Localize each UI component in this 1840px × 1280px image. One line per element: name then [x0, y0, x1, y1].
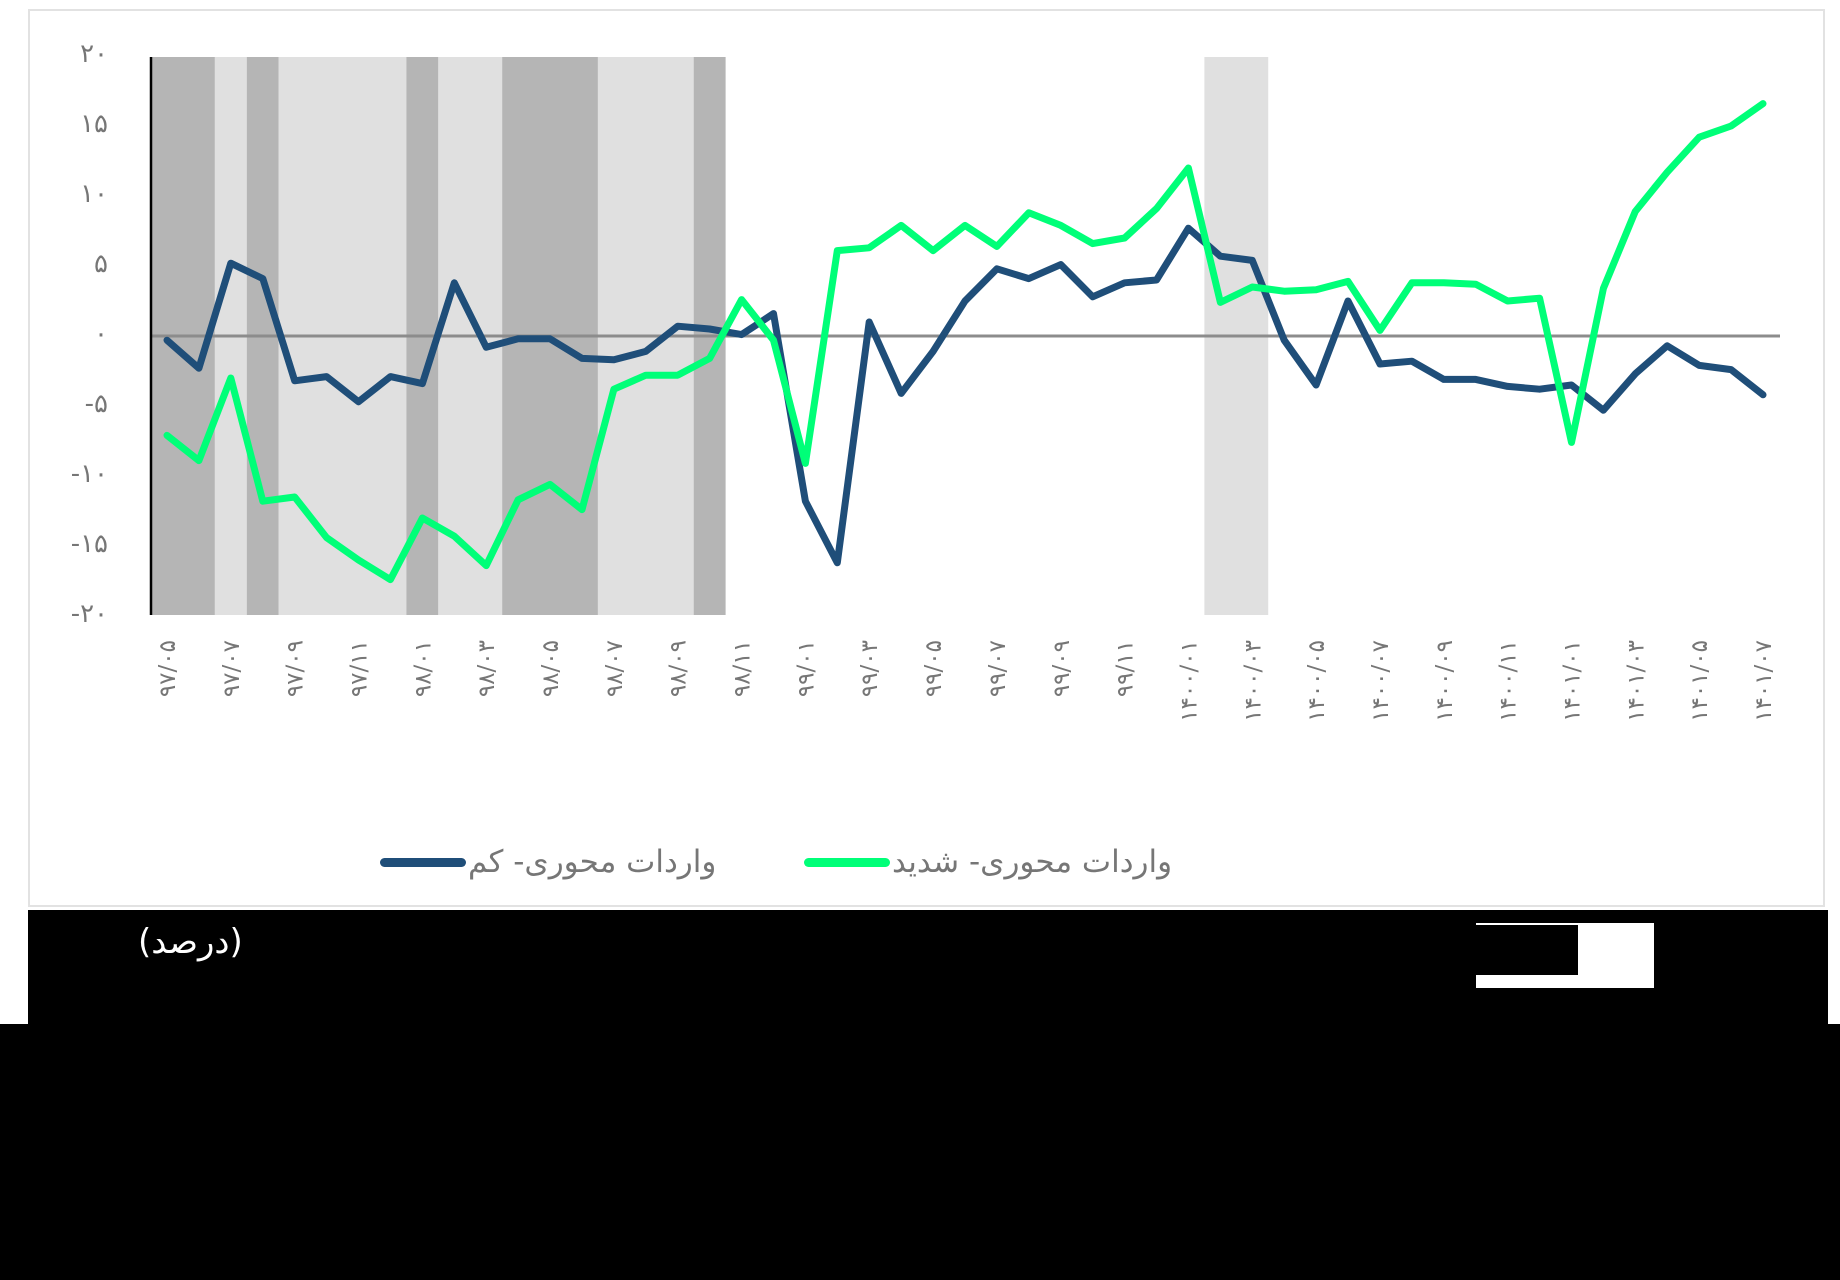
x-tick-label: ۹۸/۰۷	[602, 640, 628, 697]
x-tick-label: ۹۹/۱۱	[1113, 640, 1139, 697]
x-tick-label: ۱۴۰۰/۱۱	[1496, 640, 1522, 722]
x-tick-label: ۹۹/۰۵	[921, 640, 947, 697]
redacted-region-bottom	[0, 1024, 1840, 1280]
x-tick-label: ۱۴۰۰/۰۳	[1240, 640, 1266, 722]
x-tick-label: ۹۷/۰۷	[219, 640, 245, 697]
y-tick-label: ۱۵	[80, 109, 108, 139]
legend-swatch-severe	[804, 857, 890, 867]
unit-label: (درصد)	[138, 922, 243, 962]
legend-item-severe: واردات محوری- شدید	[804, 840, 1172, 884]
x-tick-label: ۹۸/۰۵	[538, 640, 564, 697]
legend-label: واردات محوری- کم	[468, 844, 717, 880]
x-tick-label: ۱۴۰۱/۰۳	[1623, 640, 1649, 722]
x-tick-label: ۹۸/۰۳	[474, 640, 500, 697]
x-tick-label: ۹۷/۰۹	[283, 640, 309, 697]
x-tick-label: ۹۹/۰۳	[857, 640, 883, 697]
y-tick-label: ۰	[94, 319, 108, 349]
y-tick-label: ۵	[94, 249, 108, 279]
y-tick-label: -۲۰	[71, 599, 108, 629]
x-tick-label: ۱۴۰۱/۰۷	[1751, 640, 1777, 722]
x-tick-label: ۱۴۰۰/۰۷	[1368, 640, 1394, 722]
series-line-severe	[163, 100, 1767, 584]
x-tick-label: ۹۷/۱۱	[347, 640, 373, 697]
white-box	[1476, 923, 1654, 988]
x-tick-label: ۹۸/۱۱	[730, 640, 756, 697]
x-tick-label: ۱۴۰۱/۰۱	[1559, 640, 1585, 722]
legend-label: واردات محوری- شدید	[892, 844, 1173, 880]
y-tick-label: -۵	[85, 389, 108, 419]
y-tick-label: ۲۰	[80, 39, 108, 69]
line-chart: ۲۰ ۱۵ ۱۰ ۵ ۰ -۵ -۱۰ -۱۵ -۲۰ ۹۷/۰۵ ۹۷/۰۷ ۹۷/۰۹ ۹۷/۱۱ ۹…	[71, 39, 1780, 722]
white-box-inner	[1476, 925, 1578, 975]
y-tick-label: -۱۰	[71, 459, 108, 489]
x-tick-label: ۱۴۰۰/۰۱	[1176, 640, 1202, 722]
x-tick-label: ۹۹/۰۱	[793, 640, 819, 697]
x-tick-label: ۱۴۰۰/۰۹	[1432, 640, 1458, 722]
series-line-low	[163, 224, 1767, 567]
x-tick-label: ۹۸/۰۹	[666, 640, 692, 697]
x-tick-label: ۹۷/۰۵	[155, 640, 181, 697]
legend-swatch-low	[380, 857, 466, 867]
y-tick-label: -۱۵	[71, 529, 108, 559]
x-tick-label: ۱۴۰۱/۰۵	[1687, 640, 1713, 722]
legend-item-low: واردات محوری- کم	[380, 840, 716, 884]
x-tick-label: ۹۸/۰۱	[410, 640, 436, 697]
x-tick-label: ۹۹/۰۹	[1049, 640, 1075, 697]
x-tick-label: ۹۹/۰۷	[985, 640, 1011, 697]
x-tick-label: ۱۴۰۰/۰۵	[1304, 640, 1330, 722]
y-tick-label: ۱۰	[80, 179, 108, 209]
